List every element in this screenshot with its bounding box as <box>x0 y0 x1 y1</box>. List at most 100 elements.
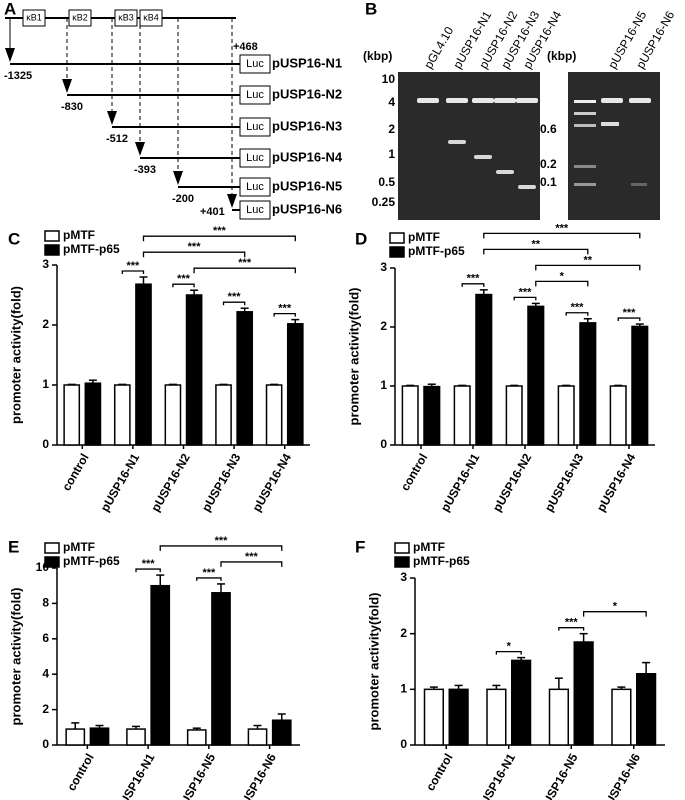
ladder-label: 0.6 <box>540 122 557 136</box>
sig-label: *** <box>623 307 637 319</box>
sig-label: *** <box>188 241 202 253</box>
band <box>494 98 516 103</box>
x-tick-label: control <box>59 451 91 493</box>
construct-name: pUSP16-N1 <box>272 55 342 70</box>
unit-label: (kbp) <box>363 49 392 63</box>
kb-label: κB4 <box>143 12 159 22</box>
construct-name: pUSP16-N2 <box>272 86 342 101</box>
start-label: -393 <box>134 164 156 176</box>
start-arrow <box>227 194 237 208</box>
band <box>601 122 619 126</box>
y-tick-label: 3 <box>400 570 407 584</box>
panel-label: B <box>365 0 377 18</box>
x-tick-label: pUSP16-N2 <box>148 451 193 514</box>
kb-site <box>114 9 138 27</box>
ladder-label: 10 <box>382 72 396 86</box>
ladder-band <box>574 124 596 127</box>
sig-bracket <box>535 280 589 287</box>
x-tick-label: pUSP16-N6 <box>599 751 644 800</box>
legend-label: pMTF-p65 <box>63 242 120 256</box>
sig-label: *** <box>177 273 191 285</box>
end-label: +468 <box>233 41 258 53</box>
gel-left <box>398 72 540 220</box>
y-tick-label: 6 <box>42 631 49 645</box>
x-tick-label: pUSP16-N5 <box>174 751 219 800</box>
x-tick-label: pUSP16-N6 <box>235 751 280 800</box>
panel-label: A <box>4 0 16 18</box>
bar <box>113 384 131 446</box>
legend-swatch <box>44 244 60 256</box>
kb-label: κB2 <box>72 12 88 22</box>
band <box>446 98 468 103</box>
bar <box>636 672 657 746</box>
panel-label: F <box>355 537 365 556</box>
start-label: -830 <box>61 101 83 113</box>
y-axis-label: promoter activity(fold) <box>366 593 381 731</box>
ladder-band <box>574 100 596 103</box>
sig-label: *** <box>126 260 140 272</box>
band <box>518 185 536 189</box>
y-tick-label: 1 <box>380 378 387 392</box>
bar <box>265 384 283 446</box>
bar <box>505 385 523 446</box>
kb-label: κB1 <box>26 12 42 22</box>
construct-name: pUSP16-N5 <box>272 178 342 193</box>
sig-bracket <box>617 317 641 322</box>
unit-label: (kbp) <box>547 49 576 63</box>
sig-label: * <box>507 641 512 653</box>
x-tick-label: control <box>398 451 430 493</box>
bar <box>609 385 627 446</box>
sig-label: *** <box>519 286 533 298</box>
legend-swatch <box>44 542 60 554</box>
band <box>496 170 514 174</box>
bar <box>548 688 569 746</box>
luc-label: Luc <box>246 121 264 133</box>
sig-label: ** <box>584 254 593 266</box>
ladder-label: 0.2 <box>540 157 557 171</box>
ladder-band <box>574 165 596 168</box>
legend-swatch <box>394 556 410 568</box>
y-tick-label: 0 <box>380 437 387 451</box>
ladder-band <box>574 112 596 115</box>
sig-label: *** <box>571 302 585 314</box>
bar <box>423 385 441 446</box>
legend-swatch <box>389 246 405 258</box>
construct-name: pUSP16-N6 <box>272 201 342 216</box>
x-tick-label: pUSP16-N3 <box>542 451 587 514</box>
band <box>631 183 647 186</box>
band <box>629 98 651 103</box>
x-tick-label: pUSP16-N1 <box>113 751 158 800</box>
legend-swatch <box>389 232 405 244</box>
start-label: -200 <box>172 193 194 205</box>
bar <box>511 659 532 746</box>
ladder-label: 2 <box>388 122 395 136</box>
legend-label: pMTF <box>63 540 95 554</box>
sig-bracket <box>172 283 195 288</box>
start-arrow <box>5 48 15 62</box>
ladder-label: 0.25 <box>372 195 396 209</box>
bar <box>247 728 268 746</box>
kb-site <box>68 9 92 27</box>
sig-label: *** <box>202 567 216 579</box>
bar <box>448 688 469 746</box>
y-tick-label: 1 <box>42 377 49 391</box>
luc-box <box>239 200 271 220</box>
y-tick-label: 3 <box>380 260 387 274</box>
sig-bracket <box>495 650 522 655</box>
sig-label: *** <box>142 558 156 570</box>
sig-bracket <box>535 264 641 271</box>
band <box>417 98 439 103</box>
gel-right <box>568 72 660 220</box>
sig-bracket <box>483 248 589 255</box>
bar <box>164 384 182 446</box>
luc-box <box>239 177 271 197</box>
sig-label: *** <box>555 222 569 234</box>
legend-label: pMTF-p65 <box>413 554 470 568</box>
sig-bracket <box>461 283 485 287</box>
y-tick-label: 2 <box>400 626 407 640</box>
bar <box>423 688 444 746</box>
sig-bracket <box>159 545 283 551</box>
y-axis-label: promoter activity(fold) <box>8 286 23 424</box>
sig-label: *** <box>215 535 229 547</box>
bar <box>126 728 146 746</box>
